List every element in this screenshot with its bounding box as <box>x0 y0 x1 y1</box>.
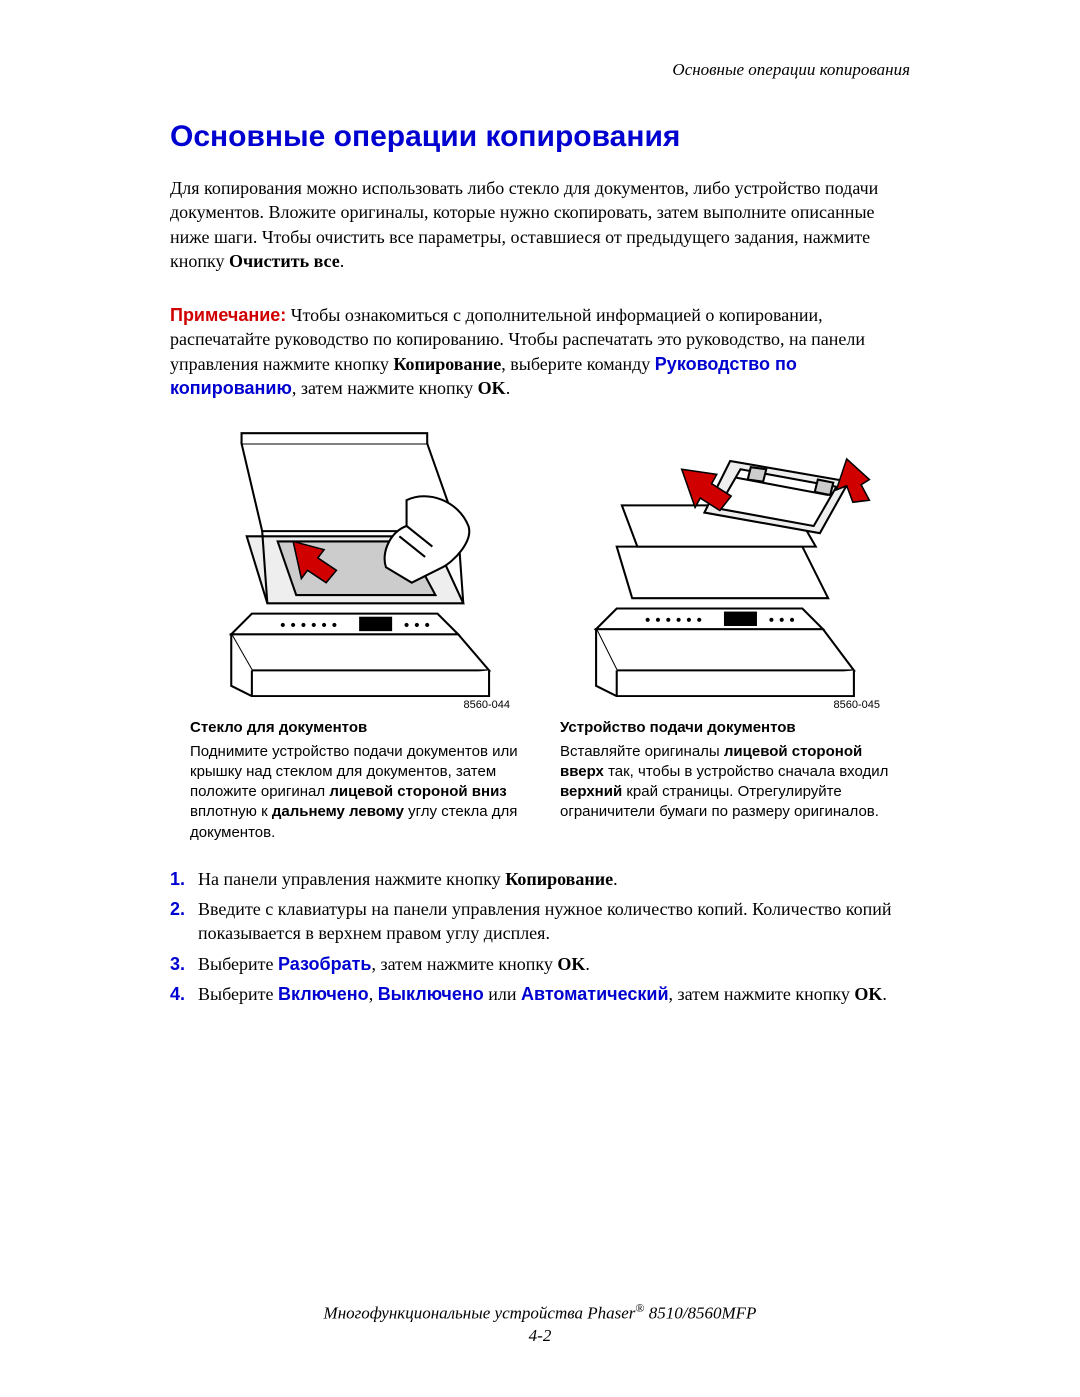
s2-t1: Введите с клавиатуры на панели управлени… <box>198 899 892 943</box>
s1-b1: Копирование <box>505 869 613 889</box>
intro-bold: Очистить все <box>229 251 340 271</box>
s4-t4: , затем нажмите кнопку <box>669 984 855 1004</box>
note-b1: Копирование <box>393 354 501 374</box>
footer-line2: 4-2 <box>529 1326 552 1345</box>
s3-blue1: Разобрать <box>278 954 372 974</box>
note-t2: , выберите команду <box>501 354 655 374</box>
s3-t2: , затем нажмите кнопку <box>372 954 558 974</box>
s3-b1: OK <box>557 954 585 974</box>
step-2: Введите с клавиатуры на панели управлени… <box>170 897 910 946</box>
figures-row: 8560-044 Стекло для документов Поднимите… <box>190 428 890 842</box>
step-1: На панели управления нажмите кнопку Копи… <box>170 867 910 891</box>
page: Основные операции копирования Основные о… <box>0 0 1080 1052</box>
step-3: Выберите Разобрать, затем нажмите кнопку… <box>170 952 910 976</box>
s4-t1: Выберите <box>198 984 278 1004</box>
fl-b1: лицевой стороной вниз <box>329 783 506 800</box>
illustration-document-glass <box>190 428 520 696</box>
footer-line1b: 8510/8560MFP <box>645 1304 757 1323</box>
s4-blue1: Включено <box>278 984 369 1004</box>
footer-line1a: Многофункциональные устройства Phaser <box>324 1304 636 1323</box>
note-t3: , затем нажмите кнопку <box>292 378 478 398</box>
figure-right: 8560-045 Устройство подачи документов Вс… <box>560 428 890 842</box>
s4-blue3: Автоматический <box>521 984 669 1004</box>
fl-t2: вплотную к <box>190 803 272 820</box>
figure-right-title: Устройство подачи документов <box>560 719 890 736</box>
running-head: Основные операции копирования <box>170 60 910 80</box>
figure-left-id: 8560-044 <box>190 699 510 711</box>
s3-t3: . <box>585 954 590 974</box>
note-paragraph: Примечание: Чтобы ознакомиться с дополни… <box>170 303 910 400</box>
figure-left: 8560-044 Стекло для документов Поднимите… <box>190 428 520 842</box>
figure-right-id: 8560-045 <box>560 699 880 711</box>
s4-b1: OK <box>854 984 882 1004</box>
note-b2: OK <box>478 378 506 398</box>
page-title: Основные операции копирования <box>170 120 910 154</box>
s4-t5: . <box>882 984 887 1004</box>
registered-icon: ® <box>635 1301 644 1315</box>
steps-list: На панели управления нажмите кнопку Копи… <box>170 867 910 1006</box>
fl-b2: дальнему левому <box>272 803 404 820</box>
note-label: Примечание: <box>170 305 286 325</box>
s1-t2: . <box>613 869 618 889</box>
page-footer: Многофункциональные устройства Phaser® 8… <box>0 1301 1080 1347</box>
intro-paragraph: Для копирования можно использовать либо … <box>170 176 910 273</box>
figure-left-title: Стекло для документов <box>190 719 520 736</box>
s4-t3: или <box>484 984 521 1004</box>
figure-left-caption: Поднимите устройство подачи документов и… <box>190 742 520 843</box>
illustration-document-feeder <box>560 428 890 696</box>
fr-t2: так, чтобы в устройство сначала входил <box>604 763 889 780</box>
note-t4: . <box>506 378 511 398</box>
intro-post: . <box>340 251 345 271</box>
s4-blue2: Выключено <box>378 984 484 1004</box>
s4-t2: , <box>369 984 378 1004</box>
figure-right-caption: Вставляйте оригиналы лицевой стороной вв… <box>560 742 890 823</box>
fr-b2: верхний <box>560 783 622 800</box>
s3-t1: Выберите <box>198 954 278 974</box>
s1-t1: На панели управления нажмите кнопку <box>198 869 505 889</box>
fr-t1: Вставляйте оригиналы <box>560 743 724 760</box>
step-4: Выберите Включено, Выключено или Автомат… <box>170 982 910 1006</box>
